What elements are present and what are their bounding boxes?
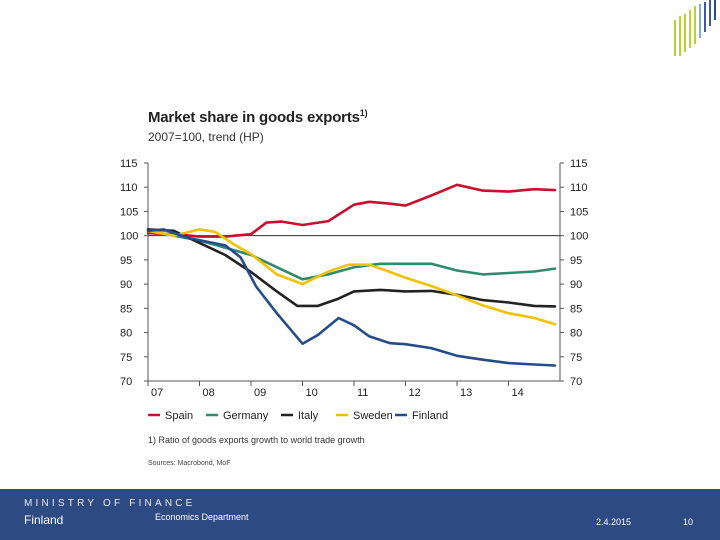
y-tick-label-right: 75 bbox=[570, 352, 582, 364]
legend-label-sweden: Sweden bbox=[353, 410, 393, 422]
legend-label-germany: Germany bbox=[223, 410, 269, 422]
y-tick-label-left: 90 bbox=[120, 279, 132, 291]
y-tick-label-left: 80 bbox=[120, 328, 132, 340]
y-tick-label-right: 110 bbox=[570, 182, 588, 194]
y-tick-label-left: 75 bbox=[120, 352, 132, 364]
series-line-sweden bbox=[146, 228, 557, 326]
x-tick-label: 14 bbox=[512, 387, 524, 399]
series-line-italy bbox=[146, 228, 557, 308]
y-tick-label-left: 110 bbox=[120, 182, 138, 194]
y-tick-label-left: 100 bbox=[120, 231, 138, 243]
x-tick-label: 11 bbox=[357, 387, 368, 399]
country-name: Finland bbox=[24, 513, 64, 527]
chart-title-superscript: 1) bbox=[359, 108, 368, 118]
y-tick-label-right: 90 bbox=[570, 279, 582, 291]
series-line-spain bbox=[146, 183, 557, 238]
y-tick-label-left: 115 bbox=[120, 158, 138, 170]
y-tick-label-left: 85 bbox=[120, 303, 132, 315]
y-tick-label-right: 80 bbox=[570, 328, 582, 340]
y-tick-label-right: 115 bbox=[570, 158, 588, 170]
y-tick-label-right: 85 bbox=[570, 303, 582, 315]
y-tick-label-right: 105 bbox=[570, 206, 588, 218]
y-tick-label-left: 70 bbox=[120, 376, 132, 388]
chart-title-text: Market share in goods exports bbox=[148, 109, 360, 126]
x-tick-label: 07 bbox=[151, 387, 163, 399]
chart-footnote: 1) Ratio of goods exports growth to worl… bbox=[148, 435, 365, 445]
y-tick-label-right: 70 bbox=[570, 376, 582, 388]
series-line-finland bbox=[146, 228, 557, 367]
x-tick-label: 09 bbox=[254, 387, 266, 399]
x-tick-label: 10 bbox=[306, 387, 318, 399]
corner-bars-decoration bbox=[674, 0, 716, 56]
x-tick-label: 08 bbox=[203, 387, 215, 399]
legend-label-italy: Italy bbox=[298, 410, 319, 422]
legend-label-spain: Spain bbox=[165, 410, 193, 422]
chart-title: Market share in goods exports1) bbox=[148, 108, 368, 126]
x-tick-label: 12 bbox=[409, 387, 421, 399]
ministry-name: MINISTRY OF FINANCE bbox=[24, 498, 196, 509]
y-tick-label-right: 95 bbox=[570, 255, 582, 267]
y-tick-label-left: 95 bbox=[120, 255, 132, 267]
department-name: Economics Department bbox=[155, 512, 249, 522]
chart-sources: Sources: Macrobond, MoF bbox=[148, 460, 231, 467]
page-number: 10 bbox=[683, 517, 694, 527]
footer-bar: MINISTRY OF FINANCE Finland Economics De… bbox=[0, 489, 720, 540]
legend-label-finland: Finland bbox=[412, 410, 448, 422]
x-tick-label: 13 bbox=[460, 387, 472, 399]
y-tick-label-right: 100 bbox=[570, 231, 588, 243]
y-tick-label-left: 105 bbox=[120, 206, 138, 218]
slide-date: 2.4.2015 bbox=[596, 517, 632, 527]
series-line-germany bbox=[146, 229, 557, 281]
chart-subtitle: 2007=100, trend (HP) bbox=[148, 130, 264, 144]
